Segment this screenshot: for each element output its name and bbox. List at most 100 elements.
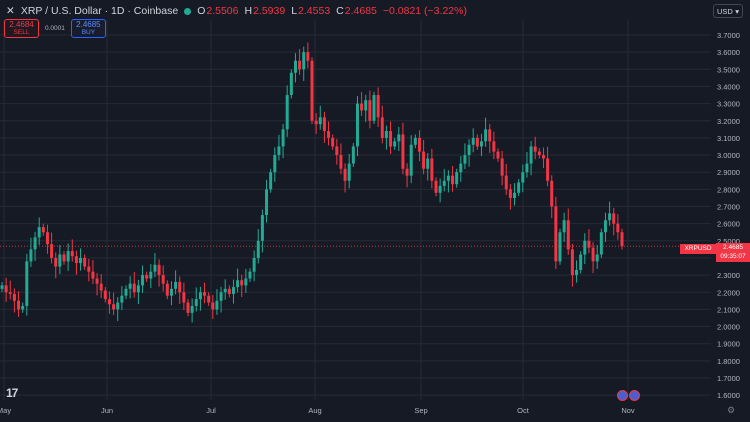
candle-body (12, 293, 16, 301)
candle-body (236, 280, 240, 288)
candle-body (70, 251, 74, 257)
candle-body (405, 168, 409, 176)
symbol-header: ✕ XRP / U.S. Dollar · 1D · Coinbase O 2.5… (6, 5, 467, 17)
candle-body (29, 249, 33, 262)
y-tick-label: 2.6000 (717, 220, 740, 229)
candle-body (62, 254, 66, 262)
x-tick-label: Sep (414, 406, 427, 415)
trade-buttons: 2.4684 SELL 0.0001 2.4685 BUY (4, 19, 106, 38)
currency-select[interactable]: USD ▾ (713, 4, 743, 18)
candle-body (256, 240, 260, 258)
candle-body (174, 281, 178, 289)
buy-button[interactable]: 2.4685 BUY (70, 19, 106, 38)
price-axis[interactable]: 3.7000 3.6000 3.5000 3.4000 3.3000 3.2000 3.10… (717, 31, 740, 400)
candle-body (116, 302, 120, 310)
grid (0, 20, 711, 400)
candle-body (442, 180, 446, 186)
candle-body (591, 247, 595, 262)
y-tick-label: 3.5000 (717, 65, 740, 74)
candle-body (401, 134, 405, 169)
us-flag-icon[interactable] (629, 390, 640, 401)
candle-body (616, 223, 620, 233)
candle-body (128, 283, 132, 289)
candle-body (33, 237, 37, 250)
candle-body (161, 275, 165, 284)
x-tick-label: Jun (101, 406, 113, 415)
candle-body (178, 281, 182, 293)
candle-body (422, 151, 426, 169)
x-tick-label: May (0, 406, 11, 415)
y-tick-label: 2.5000 (717, 237, 740, 246)
candle-body (149, 271, 153, 279)
candle-body (207, 295, 211, 303)
candle-body (471, 137, 475, 145)
ohlc-open: O 2.5506 (197, 5, 239, 17)
candle-body (583, 240, 587, 255)
close-icon[interactable]: ✕ (6, 5, 15, 17)
candle-body (389, 131, 393, 147)
y-tick-label: 3.3000 (717, 100, 740, 109)
gear-icon[interactable]: ⚙ (727, 405, 736, 415)
candle-body (339, 155, 343, 169)
ohlc-low: L 2.4553 (291, 5, 331, 17)
symbol-title[interactable]: XRP / U.S. Dollar · 1D · Coinbase (20, 5, 179, 17)
candle-body (277, 146, 281, 156)
candle-body (496, 151, 500, 159)
candle-body (41, 227, 45, 233)
candle-body (562, 220, 566, 233)
candle-body (120, 295, 124, 303)
candle-body (310, 60, 314, 121)
candle-body (331, 137, 335, 147)
y-tick-label: 2.9000 (717, 168, 740, 177)
x-tick-label: Jul (206, 406, 216, 415)
candle-body (575, 269, 579, 276)
sell-button[interactable]: 2.4684 SELL (4, 19, 39, 38)
candle-body (409, 144, 413, 176)
y-tick-label: 1.8000 (717, 357, 740, 366)
us-flag-icon[interactable] (617, 390, 628, 401)
time-axis[interactable]: May Jun Jul Aug Sep Oct Nov (0, 406, 635, 415)
candle-body (579, 254, 583, 270)
candle-body (289, 72, 293, 96)
candle-body (484, 129, 488, 142)
y-tick-label: 2.2000 (717, 288, 740, 297)
candle-body (587, 240, 591, 248)
y-tick-label: 2.7000 (717, 203, 740, 212)
spread-value: 0.0001 (45, 25, 65, 32)
price-change: −0.0821 (−3.22%) (382, 5, 467, 17)
candle-body (252, 257, 256, 272)
candle-body (248, 271, 252, 279)
tradingview-logo[interactable]: 17 (6, 386, 18, 400)
candle-body (281, 129, 285, 147)
candle-body (479, 141, 483, 147)
event-markers[interactable] (617, 390, 640, 401)
candle-body (244, 278, 248, 286)
candle-body (186, 302, 190, 313)
candle-body (215, 300, 219, 310)
candle-body (620, 232, 624, 247)
candle-body (219, 292, 223, 301)
x-tick-label: Nov (621, 406, 635, 415)
candle-body (66, 251, 70, 262)
candle-body (355, 103, 359, 147)
candle-body (79, 257, 83, 264)
candle-body (595, 254, 599, 262)
candle-body (198, 292, 202, 300)
candle-body (546, 158, 550, 181)
candle-body (45, 232, 49, 245)
candle-body (599, 232, 603, 255)
candle-body (91, 271, 95, 279)
candle-body (306, 52, 310, 61)
y-tick-label: 3.1000 (717, 134, 740, 143)
y-tick-label: 3.0000 (717, 151, 740, 160)
candle-body (145, 275, 149, 279)
x-tick-label: Oct (517, 406, 530, 415)
candle-body (8, 292, 12, 294)
candle-body (136, 285, 140, 293)
candle-body (343, 168, 347, 181)
candle-body (169, 288, 173, 296)
candle-body (103, 290, 107, 300)
candle-body (492, 141, 496, 152)
